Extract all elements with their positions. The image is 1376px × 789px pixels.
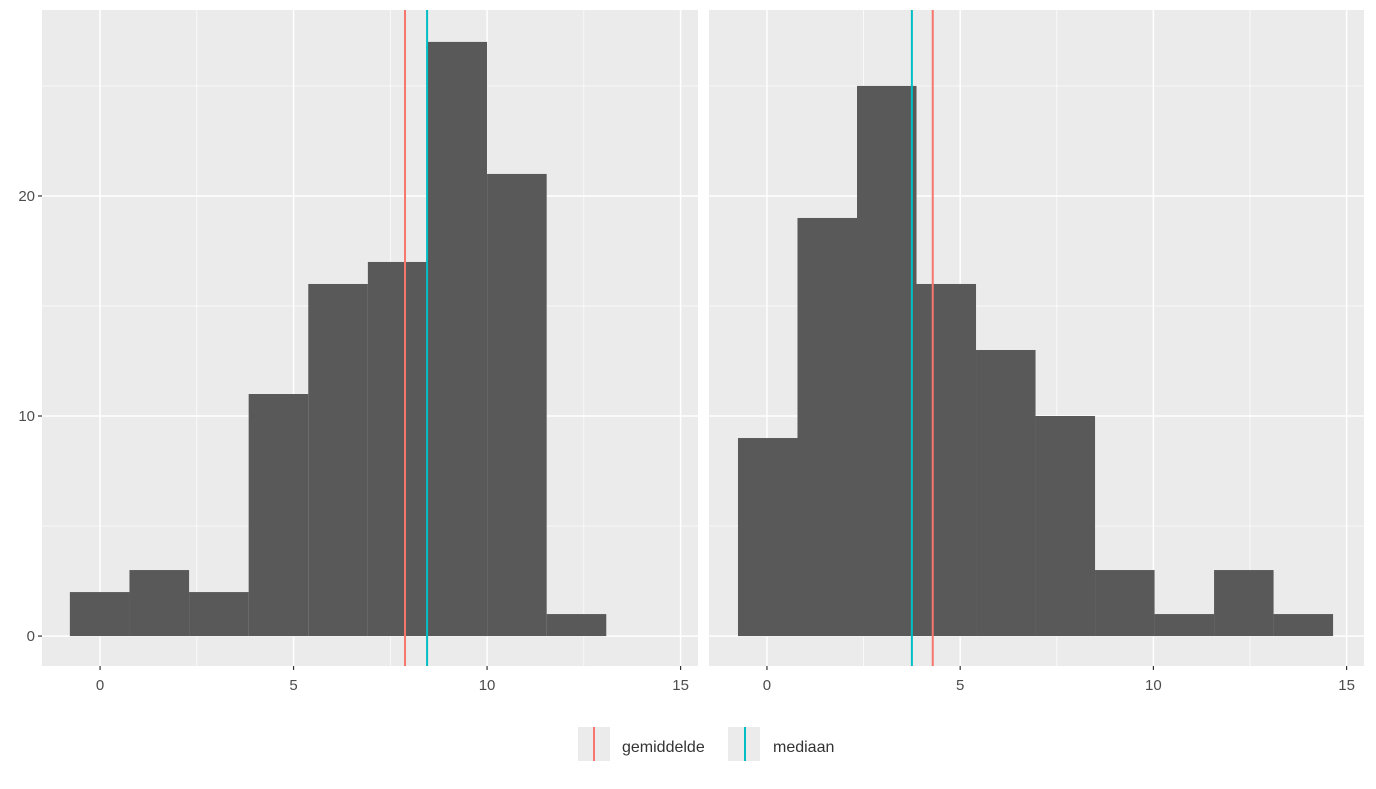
histogram-bar — [308, 283, 368, 637]
x-tick-label: 10 — [479, 677, 496, 694]
panel-2: 0 5 10 15 — [709, 10, 1364, 694]
histogram-bar — [1154, 614, 1215, 637]
y-tick-label: 10 — [18, 408, 35, 425]
x-tick-label: 15 — [1338, 677, 1355, 694]
histogram-bar — [916, 283, 977, 637]
histogram-bar — [1273, 614, 1334, 637]
x-tick-label: 0 — [96, 677, 104, 694]
histogram-bar — [1035, 416, 1096, 637]
x-tick-label: 5 — [956, 677, 964, 694]
histogram-bar — [546, 614, 607, 637]
histogram-bar — [427, 41, 488, 637]
legend-label-gemiddelde: gemiddelde — [622, 739, 705, 756]
y-tick-label: 20 — [18, 188, 35, 205]
histogram-bar — [248, 394, 309, 637]
histogram-bar — [976, 349, 1036, 637]
y-tick-label: 0 — [27, 628, 35, 645]
histogram-bar — [1095, 570, 1155, 637]
legend: gemiddelde mediaan — [578, 727, 834, 761]
legend-label-mediaan: mediaan — [773, 739, 834, 756]
panel-1: 0 5 10 15 0 10 20 — [18, 10, 698, 694]
histogram-bar — [129, 570, 190, 637]
x-tick-label: 5 — [289, 677, 297, 694]
x-tick-label: 0 — [763, 677, 771, 694]
histogram-bar — [797, 217, 858, 637]
histogram-bar — [189, 592, 249, 637]
x-tick-label: 10 — [1145, 677, 1162, 694]
histogram-bar — [737, 438, 798, 637]
histogram-bar — [487, 173, 547, 637]
x-tick-label: 15 — [672, 677, 689, 694]
histogram-bar — [69, 592, 130, 637]
histogram-bar — [367, 261, 428, 637]
histogram-bar — [1214, 570, 1274, 637]
histogram-bar — [857, 85, 917, 637]
